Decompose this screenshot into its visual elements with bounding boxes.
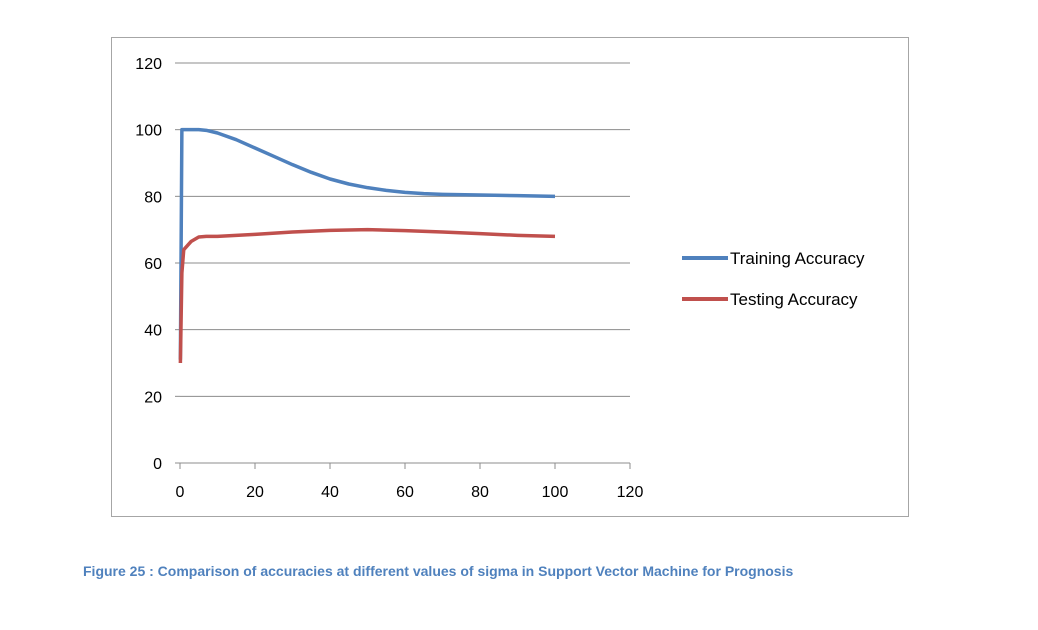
y-tick-label: 40 — [144, 323, 162, 340]
x-tick-label: 0 — [176, 484, 185, 501]
y-tick-label: 20 — [144, 389, 162, 406]
legend-label: Training Accuracy — [730, 249, 865, 268]
series-line-training-accuracy — [178, 127, 556, 360]
y-tick-label: 120 — [135, 56, 162, 73]
y-tick-label: 60 — [144, 256, 162, 273]
legend: Training Accuracy Testing Accuracy — [682, 249, 865, 309]
line-chart: 0 20 40 60 80 100 120 0 20 40 60 80 100 120 Training … — [135, 56, 865, 501]
x-tick-label: 100 — [542, 484, 569, 501]
chart-frame: 0 20 40 60 80 100 120 0 20 40 60 80 100 120 Training … — [111, 37, 909, 517]
legend-label: Testing Accuracy — [730, 290, 858, 309]
y-tick-label: 100 — [135, 123, 162, 140]
x-tick-label: 120 — [617, 484, 644, 501]
series-lines — [178, 127, 556, 364]
x-tick-label: 40 — [321, 484, 339, 501]
y-tick-label: 80 — [144, 189, 162, 206]
x-tick-label: 20 — [246, 484, 264, 501]
x-tick-label: 60 — [396, 484, 414, 501]
axes: 0 20 40 60 80 100 120 0 20 40 60 80 100 120 — [135, 56, 643, 501]
series-line-testing-accuracy — [178, 227, 556, 364]
gridlines — [180, 62, 630, 397]
figure-caption: Figure 25 : Comparison of accuracies at … — [83, 563, 794, 579]
y-tick-label: 0 — [153, 456, 162, 473]
x-tick-label: 80 — [471, 484, 489, 501]
